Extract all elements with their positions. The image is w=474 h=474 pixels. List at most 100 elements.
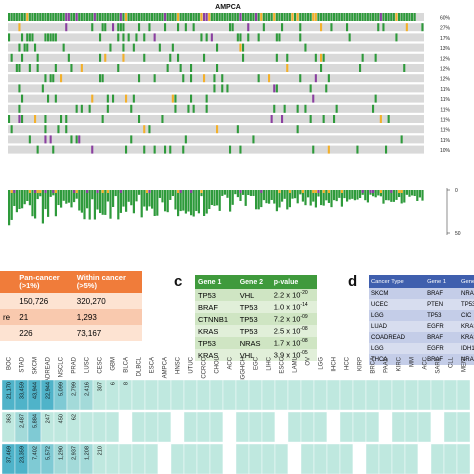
oncoprint-cell <box>239 33 242 42</box>
table-cell: COADREAD <box>369 332 426 343</box>
oncoprint-cell <box>153 145 156 154</box>
oncoprint-cell <box>91 145 94 154</box>
heatmap-cell <box>313 443 328 474</box>
heatmap-cell <box>105 443 120 474</box>
oncoprint-cell <box>304 43 307 52</box>
heatmap-value: 450 <box>59 414 65 423</box>
oncoprint-cell <box>265 13 268 21</box>
oncoprint-cell <box>18 115 21 123</box>
oncoprint-cell <box>52 145 55 154</box>
oncoprint-cell <box>23 13 26 21</box>
oncoprint-cell <box>104 53 107 62</box>
heatmap-cell <box>417 379 432 411</box>
oncoprint-bar <box>403 190 406 203</box>
table-cell: 21 <box>16 309 74 325</box>
heatmap-cell <box>209 411 224 443</box>
heatmap-cell <box>157 379 172 411</box>
oncoprint-bar <box>359 190 362 199</box>
oncoprint-cell <box>343 13 346 21</box>
oncoprint-bar-segment <box>301 190 304 193</box>
oncoprint-cell <box>208 13 211 21</box>
oncoprint-cell <box>275 33 278 42</box>
oncoprint-cell <box>286 53 289 62</box>
heatmap-column-label: LGG <box>319 357 325 370</box>
oncoprint-cell <box>299 23 302 32</box>
heatmap-column-label: ESCC <box>280 356 286 373</box>
oncoprint-cell <box>322 53 325 62</box>
heatmap-cell <box>170 411 185 443</box>
oncoprint-row-bg <box>8 23 424 32</box>
heatmap-column-label: SKCM <box>33 357 39 374</box>
oncoprint-cell <box>247 33 250 42</box>
oncoprint-bar <box>208 190 211 210</box>
heatmap-column-label: BLCA <box>124 357 130 373</box>
oncoprint-cell <box>169 145 172 154</box>
heatmap-cell <box>131 443 146 474</box>
oncoprint-bar <box>320 190 323 206</box>
oncoprint-cell <box>304 104 307 113</box>
table-cell: SKCM <box>369 288 426 299</box>
oncoprint-cell <box>164 145 167 154</box>
oncoprint-cell <box>18 64 21 72</box>
heatmap-value: 22,944 <box>46 382 52 399</box>
heatmap-cell <box>157 411 172 443</box>
oncoprint-bar <box>411 190 414 196</box>
oncoprint-cell <box>221 74 224 83</box>
oncoprint-cell <box>73 13 76 21</box>
heatmap-cell <box>313 379 328 411</box>
heatmap-column-label: NSCLC <box>59 356 65 377</box>
oncoprint-bar <box>122 190 125 207</box>
oncoprint-cell <box>309 84 312 93</box>
oncoprint-bar-segment <box>317 190 320 193</box>
oncoprint-cell <box>34 43 37 52</box>
oncoprint-bar <box>223 190 226 195</box>
oncoprint-bar-segment <box>400 190 403 193</box>
heatmap-cell <box>248 379 263 411</box>
oncoprint-cell <box>112 94 115 103</box>
table-cell: 2.2 x 10-20 <box>270 289 317 301</box>
oncoprint-cell <box>322 13 325 21</box>
heatmap-cell <box>300 379 315 411</box>
oncoprint-cell <box>348 13 351 21</box>
oncoprint-cell <box>304 13 307 21</box>
oncoprint-bar <box>83 190 86 220</box>
oncoprint-bar-segment <box>34 190 37 193</box>
oncoprint-bottom-bars <box>8 190 424 226</box>
oncoprint-cell <box>52 13 55 21</box>
heatmap-cell <box>339 411 354 443</box>
oncoprint-bar <box>405 190 408 195</box>
heatmap-column-label: CLL <box>449 356 455 368</box>
table-cell: 1,293 <box>73 309 142 325</box>
row-percentage: 12% <box>440 77 451 83</box>
oncoprint-cell <box>369 13 372 21</box>
row-percentage: 11% <box>440 107 450 113</box>
row-percentage: 27% <box>440 26 451 32</box>
heatmap-column-label: PRAD <box>72 356 78 373</box>
oncoprint-cell <box>119 23 122 32</box>
oncoprint-bar <box>171 190 174 197</box>
oncoprint-cell <box>21 13 24 21</box>
panel-d-header-gene1: Gene 1 <box>425 275 460 288</box>
oncoprint-bar <box>75 190 78 199</box>
oncoprint-bar <box>236 190 239 198</box>
oncoprint-row-bg <box>8 135 424 144</box>
oncoprint-bar-segment <box>75 190 78 193</box>
heatmap-cell <box>209 379 224 411</box>
row-percentage: 11% <box>440 87 450 93</box>
oncoprint-cell <box>138 13 141 21</box>
oncoprint-cell <box>70 64 73 72</box>
oncoprint-cell <box>54 94 57 103</box>
table-cell: KRAS <box>459 321 474 332</box>
oncoprint-cell <box>78 135 81 144</box>
oncoprint-cell <box>182 13 185 21</box>
table-cell: 320,270 <box>73 293 142 309</box>
oncoprint-bar <box>400 190 403 204</box>
oncoprint-cell <box>101 13 104 21</box>
heatmap-cell <box>183 443 198 474</box>
heatmap-column-label: KIRP <box>358 357 364 371</box>
oncoprint-cell <box>70 13 73 21</box>
oncoprint-cell <box>88 104 91 113</box>
heatmap-column-label: LIHC <box>267 356 273 370</box>
oncoprint-bar-segment <box>145 190 148 193</box>
oncoprint-bar <box>49 190 52 197</box>
